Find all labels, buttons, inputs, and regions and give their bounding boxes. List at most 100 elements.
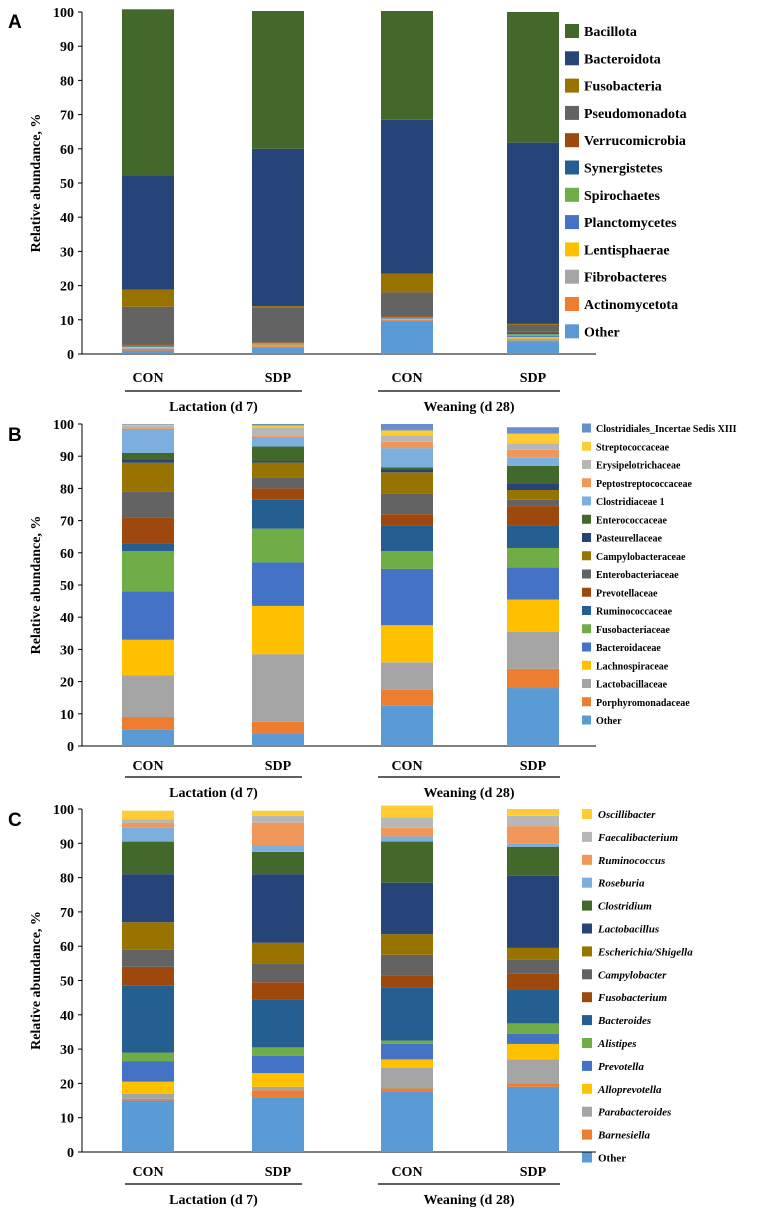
legend-item: Lactobacillaceae [582,679,668,691]
legend-item: Faecalibacterium [582,831,678,844]
bar-segment-faecalibacterium [507,815,559,827]
panel-a-ytick-label: 50 [60,177,74,192]
bar-segment-lactobacillus [381,882,433,935]
bar-segment-ruminococcaceae [252,499,304,529]
bar-segment-other [252,347,304,354]
legend-swatch [582,1038,592,1048]
bar-segment-faecalibacterium [381,817,433,828]
bar-segment-prevotellaceae [507,506,559,526]
bar-segment-other [252,733,304,746]
legend-item: Lactobacillus [582,923,659,936]
panel-a-ytick-label: 30 [60,245,74,260]
bar-segment-lentisphaerae [507,336,559,339]
legend-label: Lachnospiraceae [596,661,669,672]
legend-item: Fusobacterium [582,992,668,1004]
panel-a-ytick-label: 40 [60,211,74,226]
legend-label: Synergistetes [584,162,663,177]
panel-a-bar-4 [507,12,559,354]
legend-label: Verrucomicrobia [584,134,686,149]
bar-segment-lachnospiraceae [122,639,174,676]
bar-segment-planctomycetes [381,318,433,319]
bar-segment-clostridiales-incertae-sedis-xiii [507,427,559,434]
legend-swatch [582,1015,592,1026]
panel-b-ytick-label: 70 [60,515,74,530]
bar-segment-pasteurellaceae [381,469,433,473]
bar-segment-other [381,1091,433,1152]
bar-segment-streptococcaceae [252,425,304,428]
bar-segment-spirochaetes [381,317,433,319]
legend-label: Prevotella [598,1061,644,1073]
panel-c-ytick-label: 60 [60,940,74,955]
bar-segment-clostridiaceae-1 [507,457,559,466]
bar-segment-pseudomonadota [252,307,304,343]
panel-c-bar-4 [507,809,559,1152]
legend-swatch [582,1129,592,1140]
legend-item: Campylobacteraceae [582,551,686,563]
bar-segment-prevotellaceae [122,517,174,544]
bar-segment-planctomycetes [122,346,174,348]
legend-label: Ruminococcaceae [596,607,673,618]
panel-b: B 0 10 20 30 40 50 60 70 80 90 100 Relative abundanc… [8,418,737,801]
panel-a-legend: Bacillota Bacteroidota Fusobacteria Pseudom… [565,24,687,340]
bar-segment-fusobacteria [381,273,433,293]
bar-segment-enterobacteriaceae [507,499,559,507]
legend-swatch [582,946,592,957]
legend-swatch [565,269,579,284]
panel-c-ytick-label: 40 [60,1009,74,1024]
legend-swatch [582,809,592,819]
legend-item: Clostridiales_Incertae Sedis XIII [582,423,737,435]
legend-label: Barnesiella [597,1130,650,1142]
bar-segment-enterococcaceae [252,446,304,462]
bar-segment-prevotellaceae [381,514,433,526]
bar-segment-bacteroidaceae [122,591,174,640]
bar-segment-clostridiales-incertae-sedis-xiii [252,424,304,426]
bar-segment-bacteroidaceae [252,562,304,606]
legend-label: Actinomycetota [584,298,678,313]
bar-segment-clostridiaceae-1 [252,436,304,447]
legend-swatch [582,697,591,707]
bar-segment-roseburia [381,836,433,842]
bar-segment-other [507,688,559,746]
legend-item: Synergistetes [565,160,663,177]
bar-segment-roseburia [122,827,174,842]
legend-label: Other [596,716,622,727]
bar-segment-campylobacteraceae [507,490,559,500]
panel-c-ytick-label: 20 [60,1077,74,1092]
bar-segment-barnesiella [381,1088,433,1092]
bar-segment-planctomycetes [252,343,304,345]
bar-segment-fusobacteriaceae [122,551,174,592]
bar-segment-fibrobacteres [122,347,174,349]
legend-swatch [582,569,591,579]
panel-a-bar-1 [122,9,174,354]
bar-segment-lactobacillaceae [507,631,559,669]
panel-b-ytick-label: 10 [60,708,74,723]
legend-item: Pasteurellaceae [582,533,662,545]
legend-item: Erysipelotrichaceae [582,460,681,472]
panel-b-legend: Clostridiales_Incertae Sedis XIII Strepto… [582,423,737,727]
bar-segment-barnesiella [252,1090,304,1098]
bar-segment-ruminococcus [381,827,433,837]
bar-segment-lachnospiraceae [507,599,559,632]
legend-label: Campylobacter [598,969,667,981]
legend-label: Bacillota [584,25,637,40]
bar-segment-clostridiales-incertae-sedis-xiii [381,424,433,431]
bar-segment-bacteroides [507,989,559,1024]
legend-item: Ruminococcaceae [582,606,673,618]
bar-segment-pasteurellaceae [507,483,559,491]
bar-segment-spirochaetes [122,345,174,347]
legend-swatch [582,854,592,865]
bar-segment-verrucomicrobia [252,342,304,343]
legend-label: Roseburia [597,878,645,890]
bar-segment-clostridium [122,841,174,875]
legend-swatch [582,496,591,506]
bar-segment-clostridium [381,841,433,883]
bar-segment-roseburia [507,843,559,847]
bar-segment-enterobacteriaceae [252,477,304,489]
panel-b-ytick-label: 60 [60,547,74,562]
legend-item: Oscillibacter [582,809,656,821]
legend-label: Prevotellaceae [596,588,658,599]
legend-item: Peptostreptococcaceae [582,478,692,490]
panel-b-ytick-label: 100 [53,418,74,433]
bar-segment-oscillibacter [381,805,433,818]
legend-label: Fibrobacteres [584,271,667,286]
